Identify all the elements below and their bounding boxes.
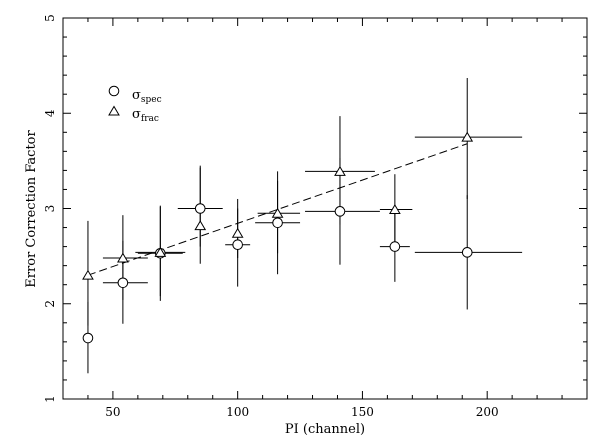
y-tick-label: 4: [43, 109, 57, 117]
y-axis-label: Error Correction Factor: [24, 130, 39, 288]
x-tick-label: 200: [476, 405, 499, 419]
legend-label-symbol: σ: [132, 107, 141, 122]
x-tick-label: 150: [351, 405, 374, 419]
x-tick-label: 50: [105, 405, 120, 419]
y-tick-label: 5: [43, 14, 57, 22]
x-axis-label: PI (channel): [285, 422, 365, 437]
x-tick-label: 100: [226, 405, 249, 419]
y-tick-label: 3: [43, 205, 57, 213]
data-point-triangle: [271, 207, 284, 218]
legend-marker-circle: [108, 85, 120, 97]
plot-frame: [62, 17, 588, 400]
data-point-triangle: [461, 131, 474, 142]
y-tick-label: 1: [43, 395, 57, 403]
legend-label-subscript: frac: [141, 114, 159, 124]
legend-label-sigma-spec: σspec: [132, 88, 162, 105]
legend-label-symbol: σ: [132, 88, 141, 103]
data-point-triangle: [231, 227, 244, 238]
legend: σspec σfrac: [108, 85, 162, 124]
axis-ticks: 50 100 150 200 1 2 3 4 5: [43, 14, 587, 419]
data-point-circle: [272, 217, 283, 229]
data-point-circle: [389, 241, 401, 252]
data-point-circle: [232, 239, 243, 250]
data-point-triangle: [194, 220, 207, 231]
data-point-triangle: [154, 246, 167, 257]
data-point-circle: [461, 247, 473, 258]
markers-layer: [82, 131, 474, 344]
data-point-circle: [334, 206, 346, 217]
data-point-triangle: [82, 269, 94, 280]
data-point-triangle: [334, 165, 346, 176]
data-point-circle: [82, 332, 94, 344]
legend-label-sigma-frac: σfrac: [132, 107, 159, 124]
data-point-circle: [194, 203, 206, 214]
y-tick-label: 2: [43, 300, 57, 308]
data-point-circle: [117, 277, 129, 289]
legend-marker-triangle: [108, 105, 120, 116]
data-point-triangle: [388, 203, 401, 214]
data-point-triangle: [117, 252, 129, 263]
legend-label-subscript: spec: [141, 95, 162, 105]
